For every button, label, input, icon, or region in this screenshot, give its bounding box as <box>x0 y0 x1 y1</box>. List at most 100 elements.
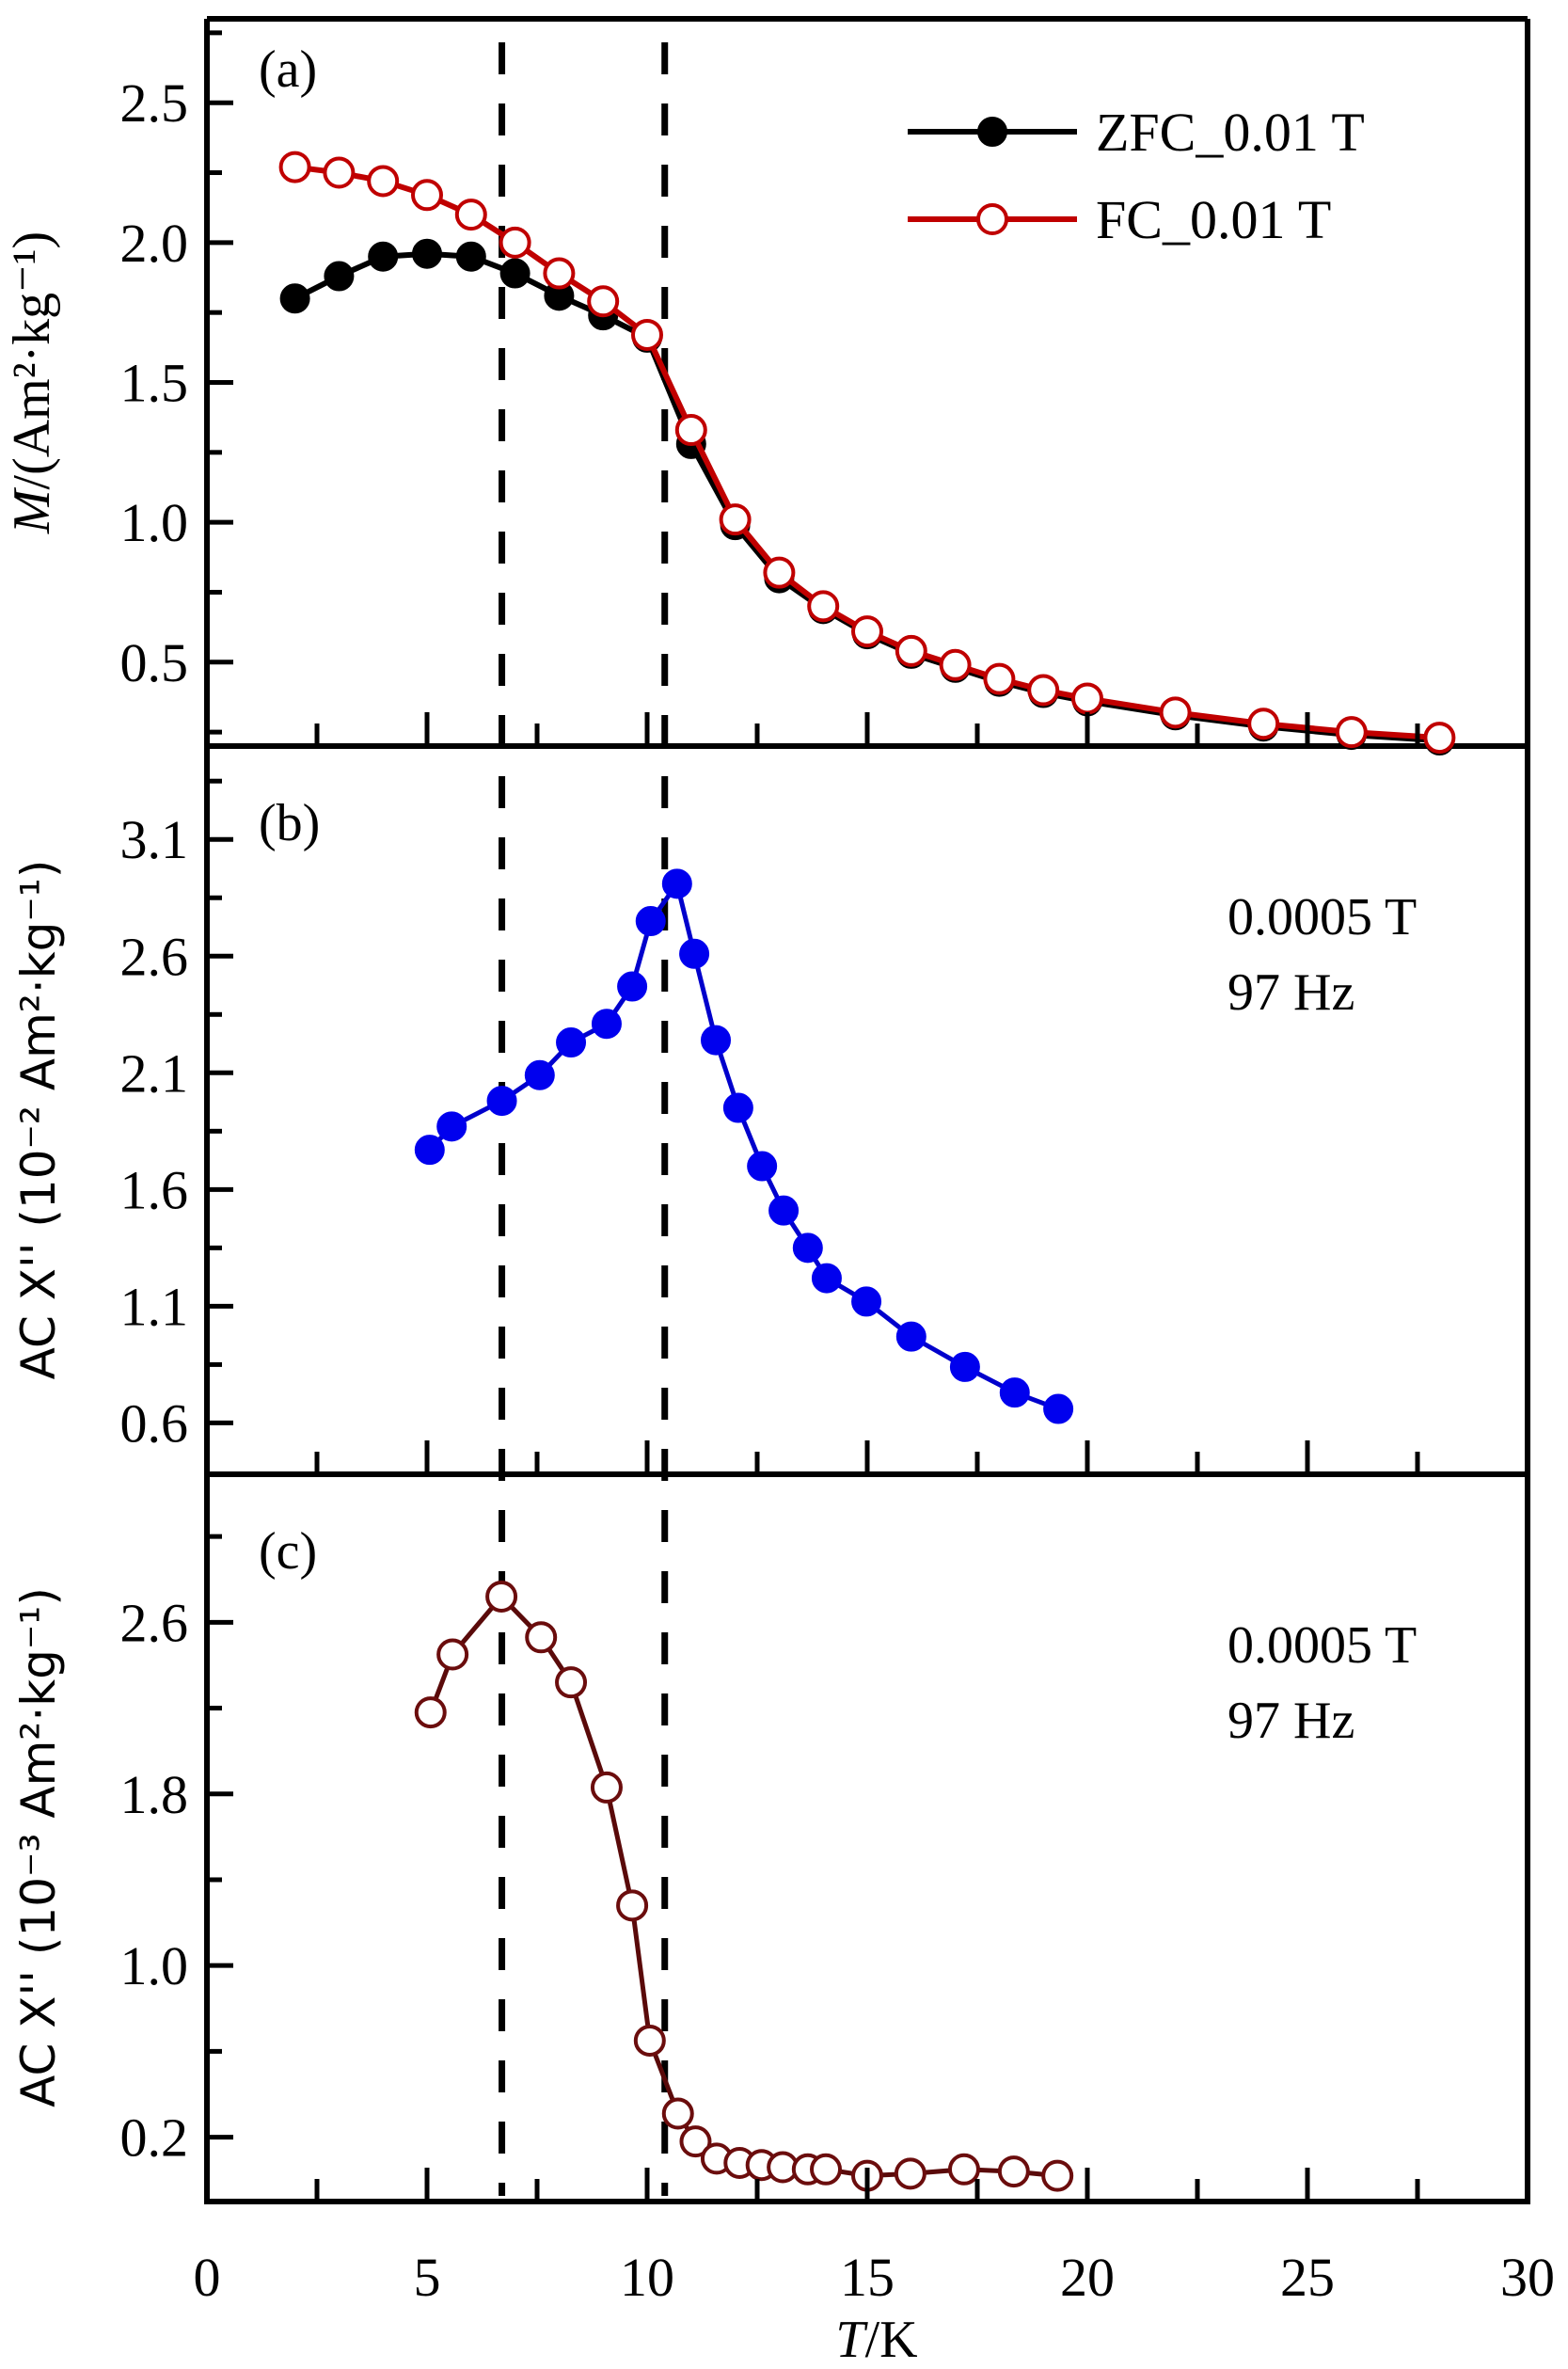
x-axis-title-unit: /K <box>865 2311 918 2369</box>
data-point-c-0 <box>661 2097 694 2130</box>
data-point-b-0 <box>768 1195 800 1226</box>
legend-label-1: FC_0.01 T <box>1096 189 1331 250</box>
data-point-c-0 <box>997 2155 1030 2188</box>
y-tick-label-b: 1.1 <box>120 1276 189 1337</box>
y-tick-label-b: 2.6 <box>120 926 189 987</box>
annotation-c-1: 97 Hz <box>1227 1692 1354 1750</box>
data-point-a-1 <box>895 634 927 667</box>
data-point-a-0 <box>499 258 531 289</box>
series-line-a-0 <box>293 250 1440 744</box>
data-point-a-1 <box>367 165 400 198</box>
data-point-b-0 <box>949 1351 980 1382</box>
data-point-a-0 <box>324 261 355 292</box>
data-point-c-0 <box>947 2153 980 2186</box>
data-point-c-0 <box>590 1771 623 1804</box>
legend-label-0: ZFC_0.01 T <box>1096 102 1365 163</box>
data-point-a-1 <box>983 662 1016 695</box>
data-point-c-0 <box>810 2153 843 2186</box>
data-point-c-0 <box>414 1696 447 1729</box>
data-point-a-1 <box>851 615 883 648</box>
data-point-c-0 <box>1041 2159 1074 2192</box>
x-tick-label: 30 <box>1500 2247 1555 2308</box>
x-tick-label: 25 <box>1280 2247 1335 2308</box>
data-point-a-1 <box>807 590 840 623</box>
y-axis-title-b: AC X'' (10⁻² Am²·kg⁻¹) <box>11 860 66 1380</box>
data-point-b-0 <box>701 1025 732 1056</box>
data-point-c-0 <box>555 1666 588 1699</box>
series-line-b-0 <box>427 881 1059 1411</box>
annotation-b-0: 0.0005 T <box>1227 888 1417 946</box>
x-axis-title: T/K <box>835 2311 917 2369</box>
data-point-b-0 <box>524 1059 555 1090</box>
x-tick-label: 5 <box>414 2247 441 2308</box>
y-tick-label-a: 2.5 <box>120 72 189 134</box>
data-point-b-0 <box>486 1086 517 1117</box>
x-tick-label: 20 <box>1060 2247 1115 2308</box>
data-point-a-1 <box>1071 682 1103 715</box>
data-point-a-0 <box>455 241 486 272</box>
data-point-b-0 <box>436 1111 467 1142</box>
data-point-a-1 <box>454 199 487 231</box>
y-tick-label-b: 1.6 <box>120 1159 189 1220</box>
y-tick-label-a: 1.0 <box>120 492 189 553</box>
data-point-a-0 <box>368 241 399 272</box>
data-point-b-0 <box>811 1263 842 1294</box>
panel-label-c: (c) <box>259 1522 317 1581</box>
data-point-b-0 <box>792 1232 823 1264</box>
data-point-a-1 <box>543 257 576 290</box>
data-point-b-0 <box>617 971 648 1002</box>
y-tick-label-c: 0.2 <box>120 2107 189 2169</box>
data-point-a-1 <box>1027 674 1060 707</box>
y-axis-title-c: AC X'' (10⁻³ Am²·kg⁻¹) <box>11 1587 66 2107</box>
data-point-a-1 <box>587 285 620 318</box>
data-point-a-1 <box>763 556 796 589</box>
data-point-a-1 <box>323 156 356 189</box>
data-point-a-1 <box>1423 722 1456 755</box>
x-tick-label: 0 <box>194 2247 221 2308</box>
axis-ticks <box>207 30 1420 2202</box>
x-tick-label: 10 <box>620 2247 674 2308</box>
data-point-a-1 <box>411 179 443 212</box>
data-point-a-1 <box>278 151 311 183</box>
data-point-a-1 <box>674 414 707 447</box>
y-tick-label-b: 2.1 <box>120 1042 189 1104</box>
annotation-c-0: 0.0005 T <box>1227 1616 1417 1675</box>
legend-marker-1 <box>976 203 1008 235</box>
data-point-c-0 <box>436 1638 469 1671</box>
data-point-b-0 <box>556 1027 587 1058</box>
data-point-c-0 <box>633 2024 666 2057</box>
y-tick-label-a: 2.0 <box>120 213 189 274</box>
data-point-c-0 <box>525 1621 558 1654</box>
y-axis-title-unit: /(Am²·kg⁻¹) <box>3 231 61 490</box>
data-point-a-1 <box>631 318 663 351</box>
data-point-a-0 <box>412 238 442 269</box>
y-tick-label-c: 1.0 <box>120 1935 189 1996</box>
data-point-b-0 <box>851 1286 882 1317</box>
data-series <box>278 151 1456 2192</box>
data-point-b-0 <box>591 1009 622 1040</box>
data-point-b-0 <box>635 906 666 937</box>
y-axis-title-a: M/(Am²·kg⁻¹) <box>3 231 61 534</box>
data-point-b-0 <box>895 1321 927 1352</box>
y-tick-label-a: 1.5 <box>120 353 189 414</box>
data-point-a-1 <box>719 503 752 536</box>
y-tick-label-a: 0.5 <box>120 632 189 693</box>
y-tick-label-b: 3.1 <box>120 809 189 870</box>
panel-label-a: (a) <box>259 40 317 99</box>
legend-marker-0 <box>977 117 1007 147</box>
data-point-b-0 <box>1043 1393 1074 1424</box>
y-tick-label-b: 0.6 <box>120 1392 189 1454</box>
series-line-c-0 <box>428 1594 1058 2179</box>
data-point-c-0 <box>679 2125 712 2158</box>
data-point-b-0 <box>999 1377 1030 1408</box>
data-point-a-1 <box>939 648 972 681</box>
data-point-a-1 <box>1159 696 1192 729</box>
x-axis-title-symbol: T <box>835 2311 868 2369</box>
data-point-a-1 <box>1247 708 1280 740</box>
data-point-b-0 <box>722 1092 753 1123</box>
data-point-c-0 <box>894 2157 927 2190</box>
data-point-b-0 <box>414 1135 445 1166</box>
panel-frames <box>204 16 1530 2204</box>
reference-lines <box>499 42 669 2196</box>
data-point-b-0 <box>661 868 692 899</box>
